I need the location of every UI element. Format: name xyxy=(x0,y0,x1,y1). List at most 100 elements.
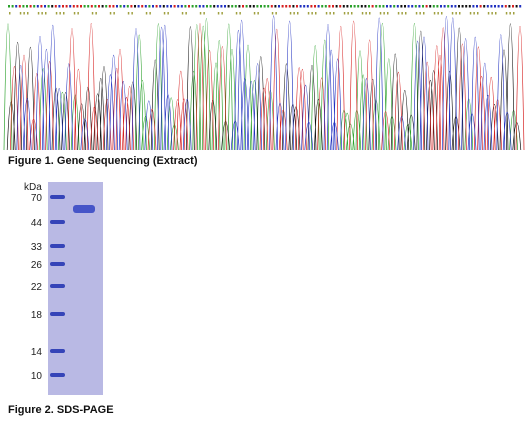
base-call xyxy=(332,5,334,8)
chromatogram xyxy=(3,5,525,151)
base-call xyxy=(137,5,140,8)
base-call xyxy=(72,5,75,8)
base-call xyxy=(274,5,277,8)
base-call xyxy=(387,12,389,15)
marker-label: 33 xyxy=(31,242,43,253)
marker-band xyxy=(50,373,65,377)
base-call xyxy=(144,5,147,8)
base-call xyxy=(325,12,328,15)
base-call xyxy=(454,5,457,8)
figure-caption: Figure 2. SDS-PAGE xyxy=(8,404,114,416)
base-call xyxy=(311,12,313,15)
base-call xyxy=(62,5,64,8)
base-call xyxy=(245,5,248,8)
base-call xyxy=(36,5,39,8)
base-call xyxy=(505,12,508,15)
base-call xyxy=(296,5,298,8)
base-call xyxy=(350,5,352,8)
gel xyxy=(48,182,103,395)
base-call xyxy=(217,12,220,15)
base-call xyxy=(346,5,349,8)
base-call xyxy=(495,12,497,15)
base-call xyxy=(425,5,428,8)
marker-band xyxy=(50,195,65,199)
base-call xyxy=(252,5,255,8)
base-call xyxy=(317,5,320,8)
marker-band xyxy=(50,312,65,316)
base-call xyxy=(423,12,425,15)
base-call xyxy=(342,5,345,8)
base-call xyxy=(166,5,169,8)
base-call xyxy=(486,5,489,8)
base-call xyxy=(292,5,295,8)
base-call xyxy=(293,12,295,15)
base-call xyxy=(357,5,360,8)
base-call xyxy=(15,5,18,8)
base-call xyxy=(267,5,270,8)
base-call xyxy=(303,5,306,8)
base-call xyxy=(44,5,46,8)
base-call xyxy=(450,5,453,8)
base-call xyxy=(234,5,237,8)
base-call xyxy=(235,12,238,15)
base-call xyxy=(437,12,439,15)
base-call xyxy=(159,5,162,8)
base-call xyxy=(329,12,331,15)
base-call xyxy=(371,5,374,8)
base-call xyxy=(76,5,79,8)
base-call xyxy=(263,5,266,8)
base-call xyxy=(177,5,180,8)
base-call xyxy=(22,5,25,8)
base-call xyxy=(418,5,421,8)
base-call xyxy=(181,12,184,15)
marker-label: 10 xyxy=(31,371,43,382)
base-call xyxy=(249,5,252,8)
base-call xyxy=(343,12,346,15)
base-call xyxy=(98,5,100,8)
base-call xyxy=(285,5,288,8)
base-call xyxy=(310,5,313,8)
marker-label: 14 xyxy=(31,347,43,358)
base-call xyxy=(501,5,504,8)
base-call xyxy=(91,12,94,15)
base-call xyxy=(112,5,115,8)
base-call xyxy=(270,5,273,8)
base-call xyxy=(299,5,302,8)
base-call xyxy=(512,5,514,8)
base-call xyxy=(8,5,10,8)
base-call xyxy=(209,5,212,8)
base-call xyxy=(414,5,417,8)
base-call xyxy=(27,12,29,15)
base-call xyxy=(281,5,284,8)
base-call xyxy=(11,5,14,8)
base-call xyxy=(473,12,475,15)
base-call xyxy=(23,12,25,15)
base-call xyxy=(47,5,50,8)
base-call xyxy=(65,5,68,8)
base-call xyxy=(487,12,490,15)
marker-band xyxy=(50,220,65,224)
base-call xyxy=(369,12,371,15)
base-call xyxy=(90,5,93,8)
base-call xyxy=(198,5,201,8)
base-call xyxy=(328,5,331,8)
base-call xyxy=(393,5,396,8)
base-call xyxy=(365,12,367,15)
base-call xyxy=(180,5,183,8)
base-call xyxy=(432,5,435,8)
base-call xyxy=(134,5,136,8)
base-call xyxy=(54,5,57,8)
base-call xyxy=(108,5,111,8)
base-call xyxy=(347,12,349,15)
base-call xyxy=(126,5,129,8)
marker-label: 44 xyxy=(31,218,43,229)
base-call xyxy=(465,5,468,8)
base-call xyxy=(469,12,472,15)
marker-band xyxy=(50,284,65,288)
base-call xyxy=(51,5,54,8)
base-call xyxy=(451,12,454,15)
base-call xyxy=(141,5,144,8)
base-call xyxy=(429,5,432,8)
